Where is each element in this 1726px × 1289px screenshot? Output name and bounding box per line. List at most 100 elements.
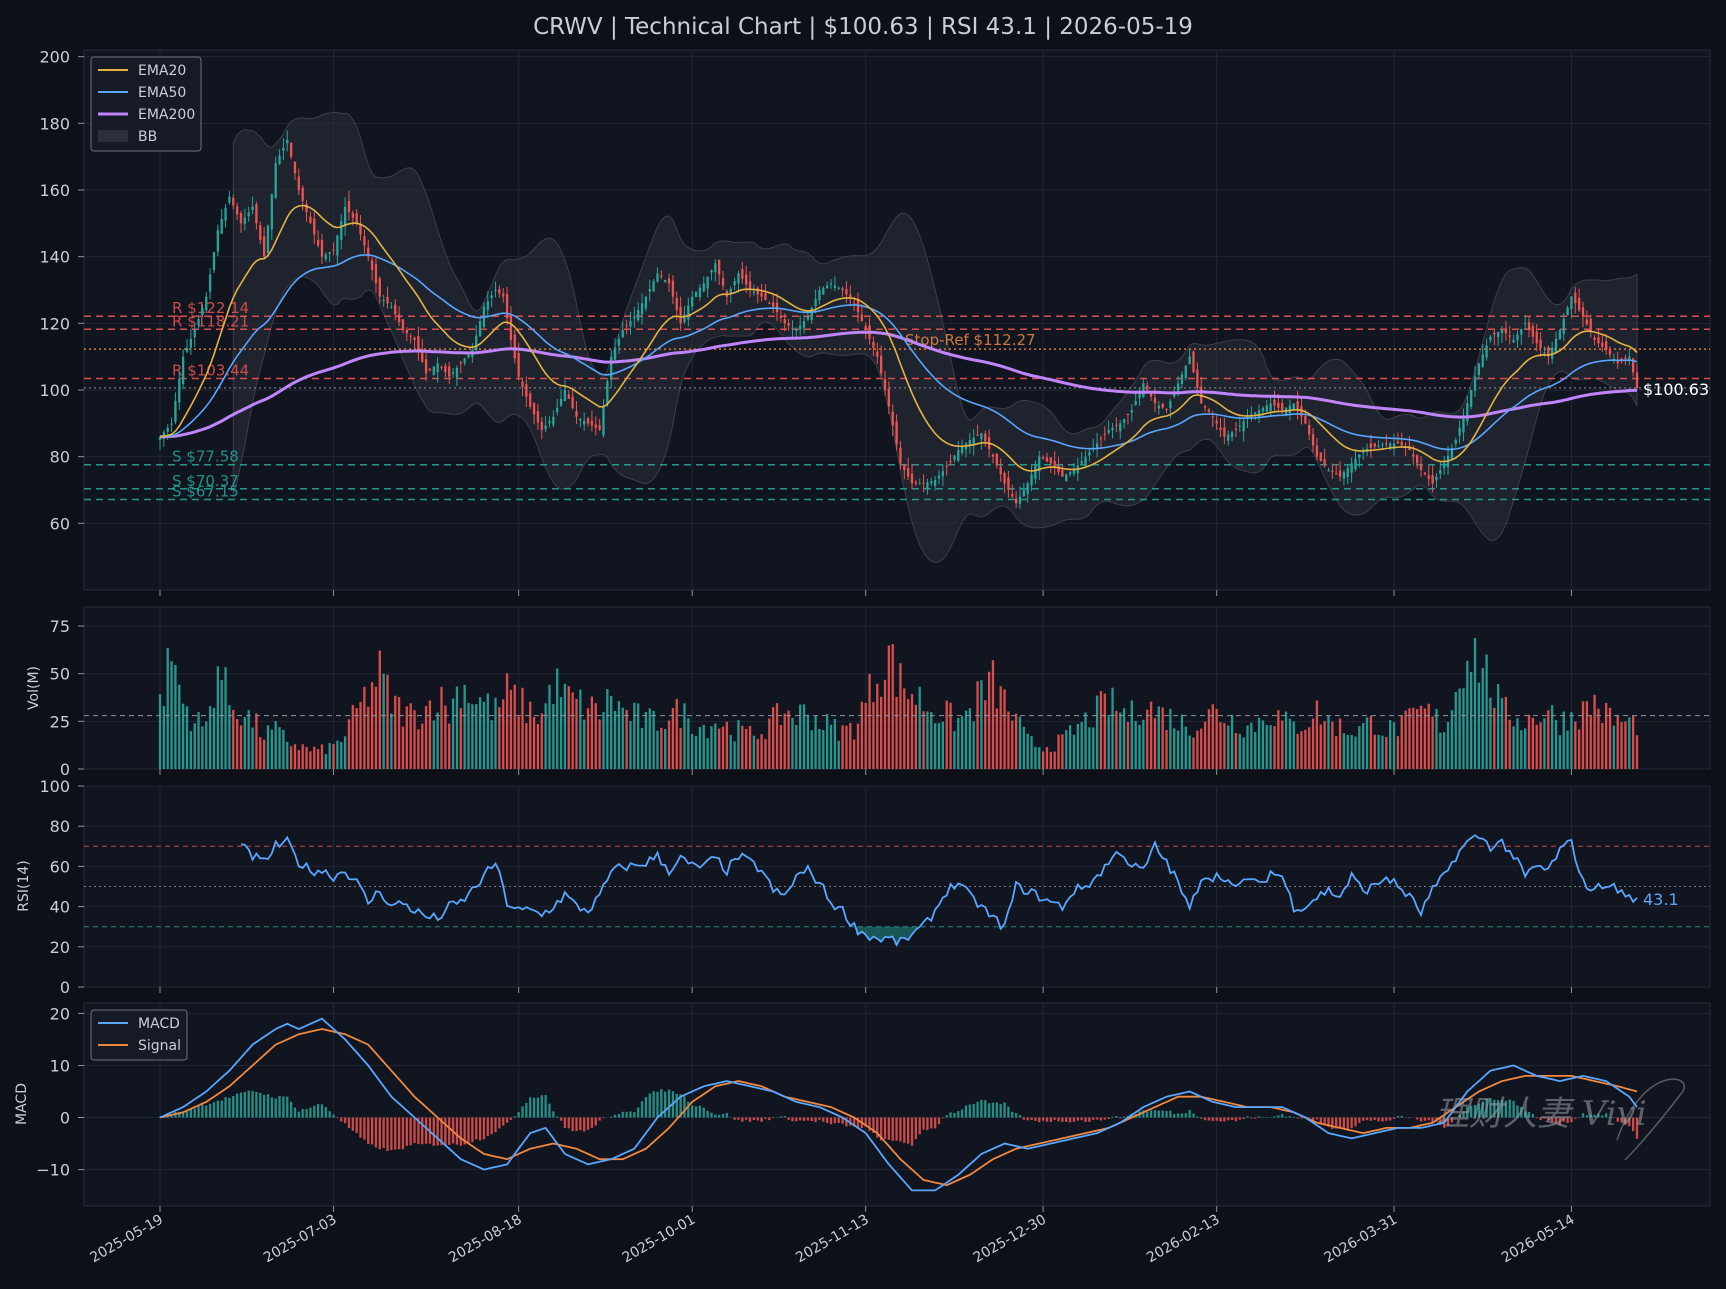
candle-body [1431, 475, 1434, 484]
volume-bar [879, 696, 883, 769]
macd-histogram-bar [305, 1109, 308, 1118]
volume-bar [1246, 725, 1249, 769]
x-tick-label: 2025-10-01 [620, 1212, 698, 1267]
macd-histogram-bar [347, 1117, 351, 1129]
candle-body [1215, 420, 1218, 424]
volume-bar [201, 726, 204, 769]
candle-body [1389, 443, 1392, 448]
macd-histogram-bar [1470, 1106, 1473, 1118]
macd-histogram-bar [301, 1109, 304, 1118]
volume-bar [1250, 722, 1253, 769]
volume-bar [1142, 719, 1145, 769]
macd-histogram-bar [941, 1117, 945, 1119]
volume-bar [1450, 710, 1454, 769]
macd-histogram-bar [806, 1117, 810, 1121]
candle-body [1196, 369, 1199, 388]
candle-body [270, 194, 273, 230]
macd-histogram-bar [1597, 1113, 1600, 1118]
macd-histogram-bar [243, 1091, 246, 1118]
macd-histogram-bar [332, 1114, 335, 1118]
candle-body [737, 273, 740, 284]
candle-body [378, 278, 381, 297]
volume-bar [1022, 726, 1025, 769]
candle-body [1562, 318, 1565, 334]
volume-bar [667, 720, 671, 769]
volume-bar [1385, 736, 1388, 769]
volume-bar [1007, 711, 1010, 769]
volume-bar [1589, 715, 1592, 769]
candle-body [1574, 292, 1577, 304]
candle-body [810, 307, 813, 321]
candle-body [1180, 374, 1184, 385]
volume-bar [336, 740, 339, 769]
macd-histogram-bar [1354, 1117, 1357, 1127]
macd-histogram-bar [621, 1111, 624, 1118]
candle-body [475, 335, 478, 351]
volume-bar [502, 699, 505, 769]
volume-bar [652, 710, 655, 769]
volume-bar [768, 718, 771, 769]
macd-histogram-bar [718, 1114, 721, 1118]
volume-bar [1635, 735, 1639, 769]
macd-histogram-bar [235, 1093, 239, 1118]
candle-body [502, 293, 505, 297]
macd-histogram-bar [170, 1115, 173, 1118]
macd-histogram-bar [401, 1117, 405, 1150]
macd-histogram-bar [1300, 1117, 1303, 1119]
candle-body [459, 362, 462, 364]
candle-body [1111, 427, 1114, 431]
volume-bar [1497, 684, 1500, 769]
macd-histogram-bar [1342, 1117, 1346, 1129]
volume-bar [401, 726, 405, 769]
volume-bar [980, 680, 983, 769]
candle-body [1604, 341, 1608, 350]
volume-bar [1531, 717, 1535, 769]
macd-histogram-bar [1524, 1111, 1527, 1118]
macd-histogram-bar [1065, 1117, 1068, 1122]
y-tick-label: 80 [50, 448, 70, 467]
macd-histogram-bar [1446, 1117, 1450, 1126]
legend-ema20: EMA20 [138, 63, 186, 79]
macd-histogram-bar [914, 1117, 918, 1140]
y-tick-label: 75 [50, 617, 70, 636]
volume-bar [1080, 722, 1083, 769]
candle-body [509, 315, 513, 340]
macd-histogram-bar [949, 1112, 952, 1118]
volume-bar [378, 650, 381, 769]
volume-bar [490, 720, 493, 769]
volume-bar [243, 717, 246, 769]
candle-body [1288, 405, 1292, 414]
candle-body [343, 206, 347, 227]
macd-histogram-bar [1176, 1113, 1180, 1118]
macd-histogram-bar [1057, 1117, 1060, 1122]
candle-body [937, 475, 941, 479]
candle-body [1223, 427, 1226, 437]
volume-bar [748, 725, 752, 769]
macd-histogram-bar [548, 1103, 551, 1118]
volume-bar [1238, 733, 1241, 769]
macd-histogram-bar [1512, 1101, 1515, 1118]
volume-bar [1292, 721, 1295, 769]
candle-body [1018, 496, 1022, 504]
macd-histogram-bar [502, 1117, 505, 1126]
volume-bar [1396, 736, 1400, 769]
y-tick-label: 180 [39, 114, 70, 133]
volume-bar [741, 725, 744, 769]
macd-histogram-bar [1562, 1117, 1565, 1122]
volume-bar [949, 702, 952, 769]
candle-body [1520, 328, 1523, 335]
chart-title: CRWV | Technical Chart | $100.63 | RSI 4… [533, 14, 1193, 40]
macd-histogram-bar [1473, 1104, 1477, 1118]
volume-bar [1014, 713, 1018, 769]
volume-bar [374, 686, 378, 769]
candle-body [1084, 456, 1087, 464]
macd-histogram-bar [964, 1105, 968, 1118]
candle-body [1539, 339, 1542, 348]
macd-histogram-bar [814, 1117, 817, 1122]
macd-histogram-bar [1200, 1117, 1203, 1119]
candlesticks [158, 130, 1639, 509]
volume-bar [1419, 705, 1423, 769]
volume-bar [459, 708, 462, 769]
candle-body [625, 325, 628, 327]
volume-bar [370, 682, 374, 769]
